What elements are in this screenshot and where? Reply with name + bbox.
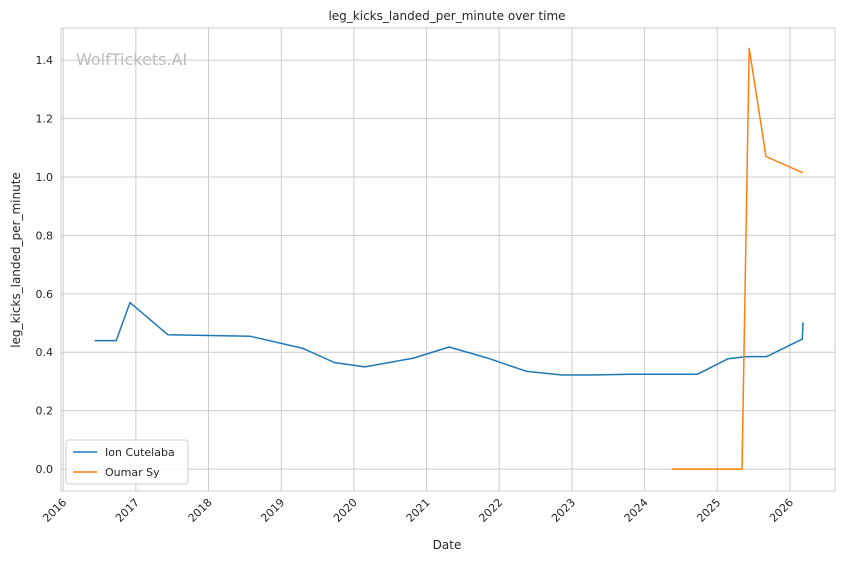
- legend-label-ion-cutelaba: Ion Cutelaba: [105, 446, 175, 459]
- y-axis-ticks: 0.0 0.2 0.4 0.6 0.8 1.0 1.2 1.4: [36, 54, 54, 476]
- plot-frame: [60, 27, 836, 492]
- y-tick-label: 0.0: [36, 463, 54, 476]
- legend: Ion Cutelaba Oumar Sy: [65, 439, 189, 485]
- y-tick-label: 0.4: [36, 346, 54, 359]
- y-tick-label: 0.6: [36, 288, 54, 301]
- y-tick-label: 1.0: [36, 171, 54, 184]
- y-axis-label: leg_kicks_landed_per_minute: [9, 172, 23, 348]
- watermark: WolfTickets.AI: [76, 50, 187, 69]
- series-line-ion-cutelaba: [94, 301, 804, 376]
- grid: [61, 28, 835, 491]
- series-line-oumar-sy: [671, 47, 804, 470]
- legend-box: [65, 439, 189, 485]
- y-tick-label: 0.8: [36, 229, 54, 242]
- legend-label-oumar-sy: Oumar Sy: [105, 466, 160, 479]
- chart-title: leg_kicks_landed_per_minute over time: [328, 9, 565, 23]
- y-tick-label: 1.4: [36, 54, 54, 67]
- y-tick-label: 0.2: [36, 405, 54, 418]
- y-tick-label: 1.2: [36, 113, 54, 126]
- x-axis-label: Date: [433, 538, 462, 552]
- series-layer: [94, 47, 804, 470]
